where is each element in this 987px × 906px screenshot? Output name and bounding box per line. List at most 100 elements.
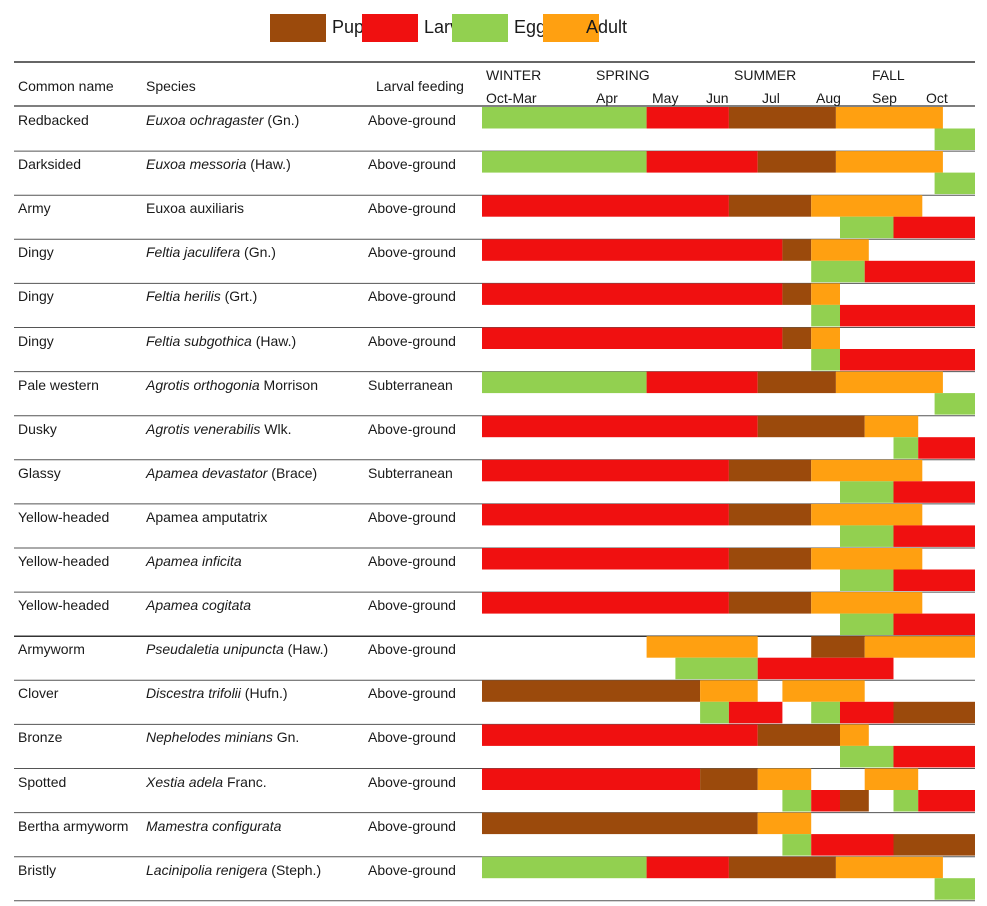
bar-larva [646, 151, 758, 173]
bar-larva [646, 107, 729, 129]
cell-larval-feeding: Above-ground [368, 641, 456, 658]
species-author: (Gn.) [263, 112, 300, 128]
bar-egg [934, 172, 975, 195]
month-jun: Jun [706, 90, 729, 106]
month-may: May [652, 90, 679, 106]
species-author: Morrison [259, 376, 318, 393]
bar-larva [482, 768, 701, 790]
cell-species: Euxoa messoria (Haw.) [146, 155, 291, 173]
bar-adult [864, 415, 919, 438]
cell-species: Euxoa auxiliaris [146, 199, 244, 217]
bar-egg [840, 525, 894, 547]
cell-species: Lacinipolia renigera (Steph.) [146, 861, 321, 879]
cell-common-name: Clover [18, 685, 59, 702]
cell-species: Feltia jaculifera (Gn.) [146, 243, 276, 261]
bar-pupa [757, 724, 840, 746]
legend-swatch-pupa [270, 14, 326, 42]
bar-adult [700, 680, 758, 702]
cell-common-name: Pale western [18, 376, 99, 393]
legend-label-egg: Egg [514, 17, 547, 37]
cell-common-name: Redbacked [18, 112, 89, 128]
bar-pupa [700, 768, 758, 790]
bar-pupa [728, 195, 812, 217]
bar-egg [840, 216, 894, 239]
species-author: Gn. [272, 729, 300, 746]
species-name: Pseudaletia unipuncta [146, 641, 284, 658]
bar-egg [840, 745, 894, 768]
bar-pupa [728, 856, 836, 879]
bar-pupa [757, 415, 865, 438]
bar-egg [934, 393, 975, 415]
bar-pupa [728, 548, 812, 570]
bar-egg [482, 371, 647, 394]
bar-egg [811, 701, 840, 724]
cell-common-name: Armyworm [18, 641, 85, 658]
species-name: Discestra trifolii [146, 685, 241, 702]
bar-larva [482, 239, 783, 261]
season-spring: SPRING [596, 67, 650, 83]
cell-larval-feeding: Above-ground [368, 156, 456, 173]
cell-common-name: Dingy [18, 244, 54, 261]
bar-larva [864, 260, 975, 283]
legend-swatch-egg [452, 14, 508, 42]
cell-larval-feeding: Above-ground [368, 685, 456, 702]
bar-pupa [728, 592, 812, 614]
bar-egg [482, 856, 647, 879]
legend-label-adult: Adult [586, 17, 628, 37]
cell-larval-feeding: Above-ground [368, 773, 456, 790]
bar-egg [811, 304, 840, 327]
bar-pupa [482, 812, 758, 835]
species-name: Nephelodes minians [146, 729, 273, 746]
bar-adult [757, 812, 812, 835]
bar-larva [482, 195, 729, 217]
species-name: Agrotis venerabilis [146, 420, 261, 437]
bar-larva [482, 415, 758, 438]
bar-pupa [782, 327, 812, 349]
species-name: Euxoa messoria [146, 156, 247, 173]
cell-larval-feeding: Above-ground [368, 332, 456, 349]
bar-egg [840, 613, 894, 636]
bar-larva [482, 327, 783, 349]
bar-adult [811, 327, 840, 349]
bar-adult [811, 283, 840, 305]
cell-species: Mamestra configurata [146, 817, 281, 835]
cell-species: Discestra trifolii (Hufn.) [146, 684, 288, 702]
legend-swatch-adult [543, 14, 599, 42]
bar-larva [482, 592, 729, 614]
species-name: Feltia herilis [146, 288, 221, 305]
cell-common-name: Darksided [18, 156, 82, 173]
species-name: Xestia adela [146, 773, 224, 790]
species-name: Apamea amputatrix [146, 508, 268, 525]
cell-common-name: Yellow-headed [18, 553, 110, 569]
bar-egg [482, 151, 647, 173]
bar-adult [811, 195, 923, 217]
cell-larval-feeding: Above-ground [368, 200, 456, 217]
species-name: Euxoa auxiliaris [146, 200, 245, 217]
cell-common-name: Army [18, 200, 51, 217]
species-author: (Grt.) [220, 288, 258, 305]
cell-species: Euxoa ochragaster (Gn.) [146, 111, 299, 129]
bar-larva [811, 790, 840, 812]
species-author: (Haw.) [283, 641, 329, 658]
cell-larval-feeding: Above-ground [368, 508, 456, 525]
bar-larva [918, 790, 975, 812]
cell-species: Agrotis orthogonia Morrison [146, 376, 318, 394]
bar-egg [893, 437, 919, 459]
bar-larva [893, 745, 975, 768]
legend-swatch-larva [362, 14, 418, 42]
bar-larva [482, 724, 758, 746]
bar-pupa [728, 107, 836, 129]
bar-larva [893, 525, 975, 547]
bar-pupa [757, 151, 836, 173]
cell-larval-feeding: Subterranean [368, 376, 453, 393]
cell-larval-feeding: Above-ground [368, 420, 456, 437]
bar-adult [811, 548, 923, 570]
cell-larval-feeding: Above-ground [368, 817, 456, 834]
cell-larval-feeding: Above-ground [368, 597, 456, 614]
cell-common-name: Bertha armyworm [18, 817, 129, 834]
cell-larval-feeding: Above-ground [368, 553, 456, 569]
cell-common-name: Dingy [18, 288, 54, 305]
bar-adult [646, 636, 758, 658]
cell-larval-feeding: Above-ground [368, 729, 456, 746]
species-name: Feltia jaculifera [146, 244, 241, 261]
